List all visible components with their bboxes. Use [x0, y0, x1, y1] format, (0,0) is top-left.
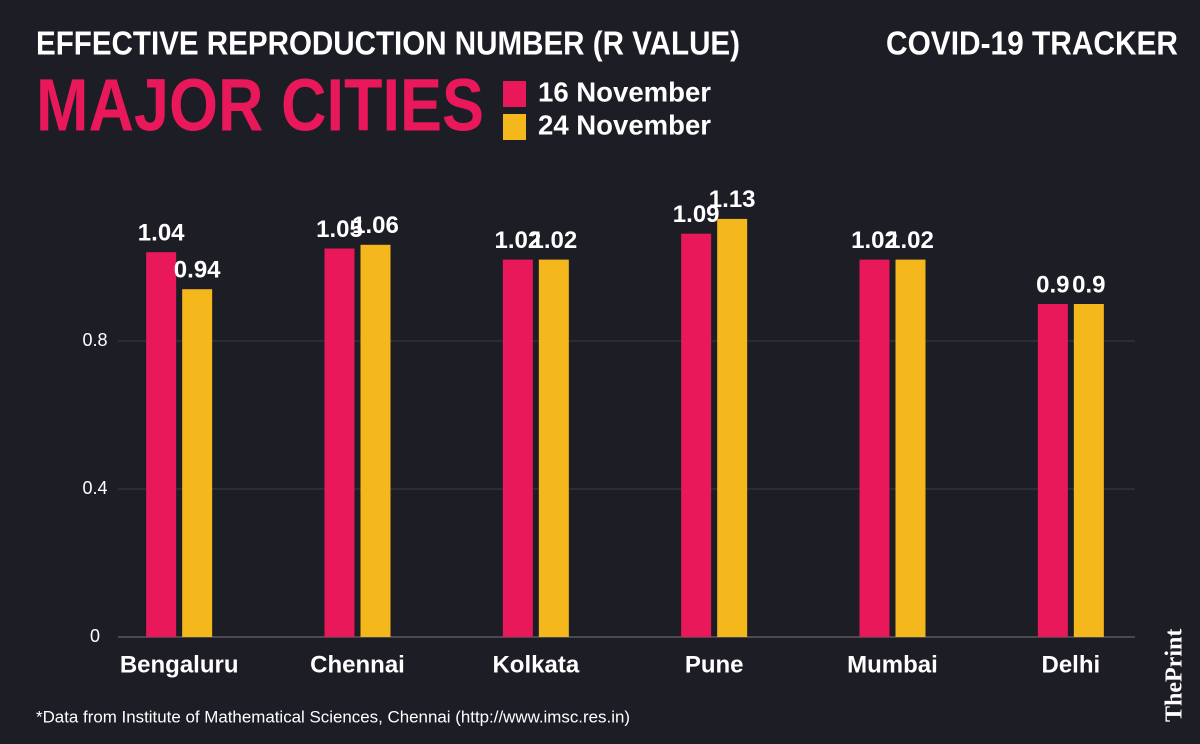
value-label: 1.02 [530, 227, 577, 254]
bar [324, 248, 355, 637]
legend-label: 24 November [538, 109, 711, 140]
value-label: 1.05 [316, 216, 363, 243]
value-label: 1.02 [494, 227, 541, 254]
bar [717, 218, 748, 637]
bar [538, 259, 569, 637]
logo: ThePrint [1162, 629, 1188, 722]
bar [681, 233, 712, 637]
value-label: 1.13 [709, 186, 756, 213]
bar [360, 244, 391, 638]
x-tick-label: Mumbai [847, 651, 938, 678]
bar [859, 259, 890, 637]
chart-subtitle: MAJOR CITIES [36, 64, 484, 147]
x-tick-label: Bengaluru [120, 651, 239, 678]
bar [502, 259, 533, 637]
footnote: *Data from Institute of Mathematical Sci… [36, 707, 630, 726]
y-tick-label: 0.4 [82, 478, 107, 498]
value-label: 0.94 [174, 257, 221, 284]
y-tick-label: 0.8 [82, 330, 107, 350]
bar [895, 259, 926, 637]
legend-swatch [503, 81, 526, 107]
legend-swatch [503, 114, 526, 140]
x-tick-label: Delhi [1041, 651, 1100, 678]
value-label: 1.02 [851, 227, 898, 254]
value-label: 0.9 [1072, 271, 1105, 298]
bar [146, 252, 177, 637]
bar [1037, 304, 1068, 637]
x-tick-label: Pune [685, 651, 744, 678]
tracker-label: COVID-19 TRACKER [886, 25, 1178, 62]
legend-label: 16 November [538, 76, 711, 107]
x-tick-label: Chennai [310, 651, 405, 678]
y-tick-label: 0 [90, 626, 100, 646]
value-label: 0.9 [1036, 271, 1069, 298]
x-tick-label: Kolkata [492, 651, 579, 678]
value-label: 1.06 [352, 212, 399, 239]
bar [182, 289, 213, 637]
value-label: 1.02 [887, 227, 934, 254]
value-label: 1.04 [138, 220, 185, 247]
value-label: 1.09 [673, 201, 720, 228]
chart-title: EFFECTIVE REPRODUCTION NUMBER (R VALUE) [36, 25, 740, 62]
bar [1073, 304, 1104, 637]
